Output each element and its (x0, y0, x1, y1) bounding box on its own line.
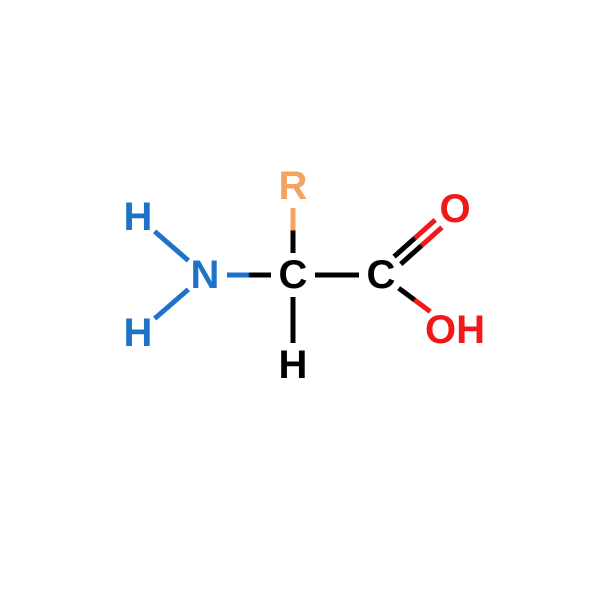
atom-H_bottom: H (124, 311, 153, 355)
atom-OH: OH (425, 308, 485, 352)
atom-R: R (279, 164, 308, 208)
atom-H_top: H (124, 195, 153, 239)
atom-H_below: H (279, 343, 308, 387)
atom-N: N (191, 253, 220, 297)
bond (155, 231, 189, 260)
atom-layer: HHNCRHCOOH (124, 164, 485, 387)
atom-O_top: O (439, 187, 470, 231)
atom-C_right: C (367, 253, 396, 297)
bond (155, 289, 189, 318)
amino-acid-structure: HHNCRHCOOH (0, 0, 600, 600)
atom-C_center: C (279, 253, 308, 297)
